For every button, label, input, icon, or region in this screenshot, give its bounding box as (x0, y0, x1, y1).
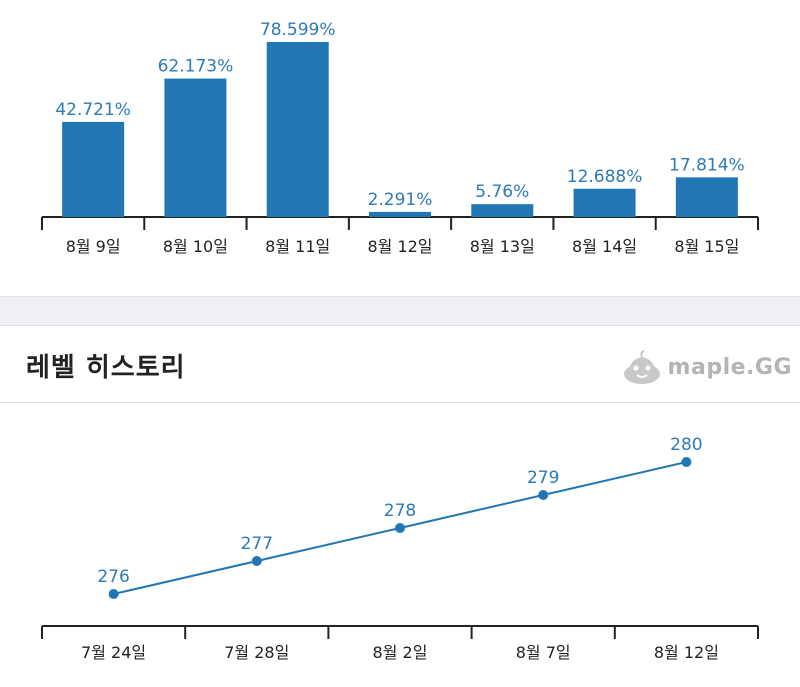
x-tick-label: 8월 2일 (373, 643, 428, 662)
bar (573, 188, 636, 217)
section-divider (0, 296, 800, 326)
brand-name: maple.GG (667, 354, 792, 380)
exp-bar-chart: 42.721% 8월 9일 62.173% 8월 10일 78.599% 8월 11일 2.… (41, 20, 759, 256)
x-tick-label: 8월 14일 (572, 237, 637, 256)
bar-value-label: 62.173% (158, 57, 234, 77)
bar-value-label: 78.599% (260, 20, 336, 40)
brand-watermark: maple.GG (620, 349, 792, 385)
bar (266, 42, 329, 217)
point-value-label: 278 (384, 501, 416, 521)
maple-slime-logo-icon (623, 350, 660, 384)
bar-value-label: 12.688% (567, 167, 643, 187)
x-tick-label: 8월 12일 (367, 237, 432, 256)
level-history-header: 레벨 히스토리 maple.GG (0, 327, 800, 403)
point-value-label: 279 (527, 468, 559, 488)
data-point (538, 490, 549, 500)
data-point (251, 556, 262, 566)
x-tick-label: 8월 9일 (66, 237, 121, 256)
bar-value-label: 17.814% (669, 155, 745, 175)
bar (471, 204, 534, 217)
x-tick-label: 7월 28일 (224, 643, 289, 662)
x-tick-label: 7월 24일 (81, 643, 146, 662)
level-line-chart: 276 7월 24일 277 7월 28일 278 8월 2일 279 8월 7일 280 8월 … (41, 435, 759, 662)
bar (675, 177, 738, 217)
bar-value-label: 42.721% (55, 100, 131, 120)
x-tick-label: 8월 12일 (654, 643, 719, 662)
bar-value-label: 2.291% (368, 190, 433, 210)
data-point (108, 589, 119, 599)
bar (164, 78, 227, 217)
section-title: 레벨 히스토리 (26, 353, 186, 383)
bar (62, 121, 125, 217)
point-value-label: 277 (241, 534, 273, 554)
x-tick-label: 8월 13일 (470, 237, 535, 256)
x-tick-label: 8월 11일 (265, 237, 330, 256)
point-value-label: 276 (97, 567, 129, 587)
bar (369, 211, 431, 217)
x-tick-label: 8월 15일 (674, 237, 739, 256)
x-tick-label: 8월 10일 (163, 237, 228, 256)
point-value-label: 280 (670, 435, 702, 455)
x-tick-label: 8월 7일 (516, 643, 571, 662)
bar-value-label: 5.76% (475, 182, 529, 202)
data-point (395, 523, 405, 533)
data-point (681, 457, 692, 467)
